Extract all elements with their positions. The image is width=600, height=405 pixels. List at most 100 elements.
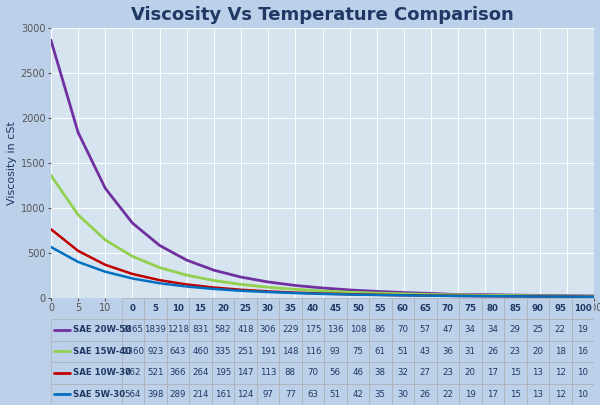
FancyBboxPatch shape xyxy=(189,319,212,341)
Text: SAE 10W-30: SAE 10W-30 xyxy=(73,368,131,377)
Text: 60: 60 xyxy=(397,304,409,313)
Text: 5: 5 xyxy=(152,304,158,313)
FancyBboxPatch shape xyxy=(347,298,369,319)
Text: 27: 27 xyxy=(420,368,431,377)
FancyBboxPatch shape xyxy=(392,298,414,319)
Text: 1218: 1218 xyxy=(167,325,189,335)
Text: 15: 15 xyxy=(510,390,521,399)
Text: 88: 88 xyxy=(285,368,296,377)
Text: 86: 86 xyxy=(375,325,386,335)
Text: 95: 95 xyxy=(554,304,566,313)
FancyBboxPatch shape xyxy=(144,384,167,405)
FancyBboxPatch shape xyxy=(414,341,437,362)
FancyBboxPatch shape xyxy=(482,319,504,341)
FancyBboxPatch shape xyxy=(392,362,414,384)
FancyBboxPatch shape xyxy=(414,384,437,405)
FancyBboxPatch shape xyxy=(257,341,279,362)
Text: 43: 43 xyxy=(420,347,431,356)
FancyBboxPatch shape xyxy=(122,319,144,341)
FancyBboxPatch shape xyxy=(257,319,279,341)
Text: 75: 75 xyxy=(464,304,476,313)
Text: 366: 366 xyxy=(170,368,186,377)
Text: 35: 35 xyxy=(375,390,386,399)
FancyBboxPatch shape xyxy=(459,362,482,384)
Text: 77: 77 xyxy=(285,390,296,399)
FancyBboxPatch shape xyxy=(212,362,234,384)
FancyBboxPatch shape xyxy=(347,319,369,341)
Text: 15: 15 xyxy=(510,368,521,377)
FancyBboxPatch shape xyxy=(549,341,572,362)
Text: 124: 124 xyxy=(237,390,254,399)
Title: Viscosity Vs Temperature Comparison: Viscosity Vs Temperature Comparison xyxy=(131,6,514,24)
Text: 191: 191 xyxy=(260,347,276,356)
Text: 42: 42 xyxy=(352,390,363,399)
Text: 582: 582 xyxy=(215,325,231,335)
Text: 1360: 1360 xyxy=(122,347,144,356)
Text: 116: 116 xyxy=(305,347,321,356)
FancyBboxPatch shape xyxy=(167,362,189,384)
Text: 22: 22 xyxy=(442,390,453,399)
FancyBboxPatch shape xyxy=(51,341,122,362)
Text: 195: 195 xyxy=(215,368,231,377)
FancyBboxPatch shape xyxy=(122,384,144,405)
Text: 45: 45 xyxy=(329,304,341,313)
Text: 214: 214 xyxy=(192,390,209,399)
FancyBboxPatch shape xyxy=(482,384,504,405)
FancyBboxPatch shape xyxy=(527,362,549,384)
FancyBboxPatch shape xyxy=(459,341,482,362)
Text: 65: 65 xyxy=(419,304,431,313)
FancyBboxPatch shape xyxy=(302,341,324,362)
Text: 13: 13 xyxy=(532,390,543,399)
Text: 521: 521 xyxy=(147,368,164,377)
Text: 70: 70 xyxy=(307,368,319,377)
FancyBboxPatch shape xyxy=(437,298,459,319)
Text: 36: 36 xyxy=(442,347,453,356)
Text: 12: 12 xyxy=(555,368,566,377)
Text: 18: 18 xyxy=(555,347,566,356)
FancyBboxPatch shape xyxy=(167,298,189,319)
FancyBboxPatch shape xyxy=(572,384,594,405)
FancyBboxPatch shape xyxy=(549,319,572,341)
FancyBboxPatch shape xyxy=(414,298,437,319)
Text: 56: 56 xyxy=(330,368,341,377)
FancyBboxPatch shape xyxy=(369,362,392,384)
Text: 46: 46 xyxy=(352,368,363,377)
Text: 831: 831 xyxy=(192,325,209,335)
FancyBboxPatch shape xyxy=(504,384,527,405)
FancyBboxPatch shape xyxy=(51,319,122,341)
Text: 13: 13 xyxy=(532,368,543,377)
FancyBboxPatch shape xyxy=(234,341,257,362)
Text: 10: 10 xyxy=(577,390,588,399)
FancyBboxPatch shape xyxy=(189,384,212,405)
FancyBboxPatch shape xyxy=(167,341,189,362)
Text: 20: 20 xyxy=(217,304,229,313)
FancyBboxPatch shape xyxy=(122,341,144,362)
Text: 47: 47 xyxy=(442,325,453,335)
FancyBboxPatch shape xyxy=(234,362,257,384)
Text: SAE 5W-30: SAE 5W-30 xyxy=(73,390,125,399)
FancyBboxPatch shape xyxy=(572,319,594,341)
Text: SAE 20W-50: SAE 20W-50 xyxy=(73,325,131,335)
Text: 147: 147 xyxy=(237,368,254,377)
FancyBboxPatch shape xyxy=(189,298,212,319)
Text: 762: 762 xyxy=(125,368,141,377)
FancyBboxPatch shape xyxy=(392,319,414,341)
FancyBboxPatch shape xyxy=(414,362,437,384)
Text: 1839: 1839 xyxy=(145,325,166,335)
Text: 289: 289 xyxy=(170,390,186,399)
FancyBboxPatch shape xyxy=(212,384,234,405)
Text: 61: 61 xyxy=(375,347,386,356)
FancyBboxPatch shape xyxy=(414,319,437,341)
Text: 30: 30 xyxy=(262,304,274,313)
Text: 55: 55 xyxy=(374,304,386,313)
FancyBboxPatch shape xyxy=(257,298,279,319)
Text: 26: 26 xyxy=(420,390,431,399)
FancyBboxPatch shape xyxy=(504,362,527,384)
Text: 26: 26 xyxy=(487,347,498,356)
FancyBboxPatch shape xyxy=(347,341,369,362)
Text: 19: 19 xyxy=(577,325,588,335)
FancyBboxPatch shape xyxy=(549,362,572,384)
Text: 30: 30 xyxy=(397,390,408,399)
FancyBboxPatch shape xyxy=(482,341,504,362)
FancyBboxPatch shape xyxy=(572,298,594,319)
